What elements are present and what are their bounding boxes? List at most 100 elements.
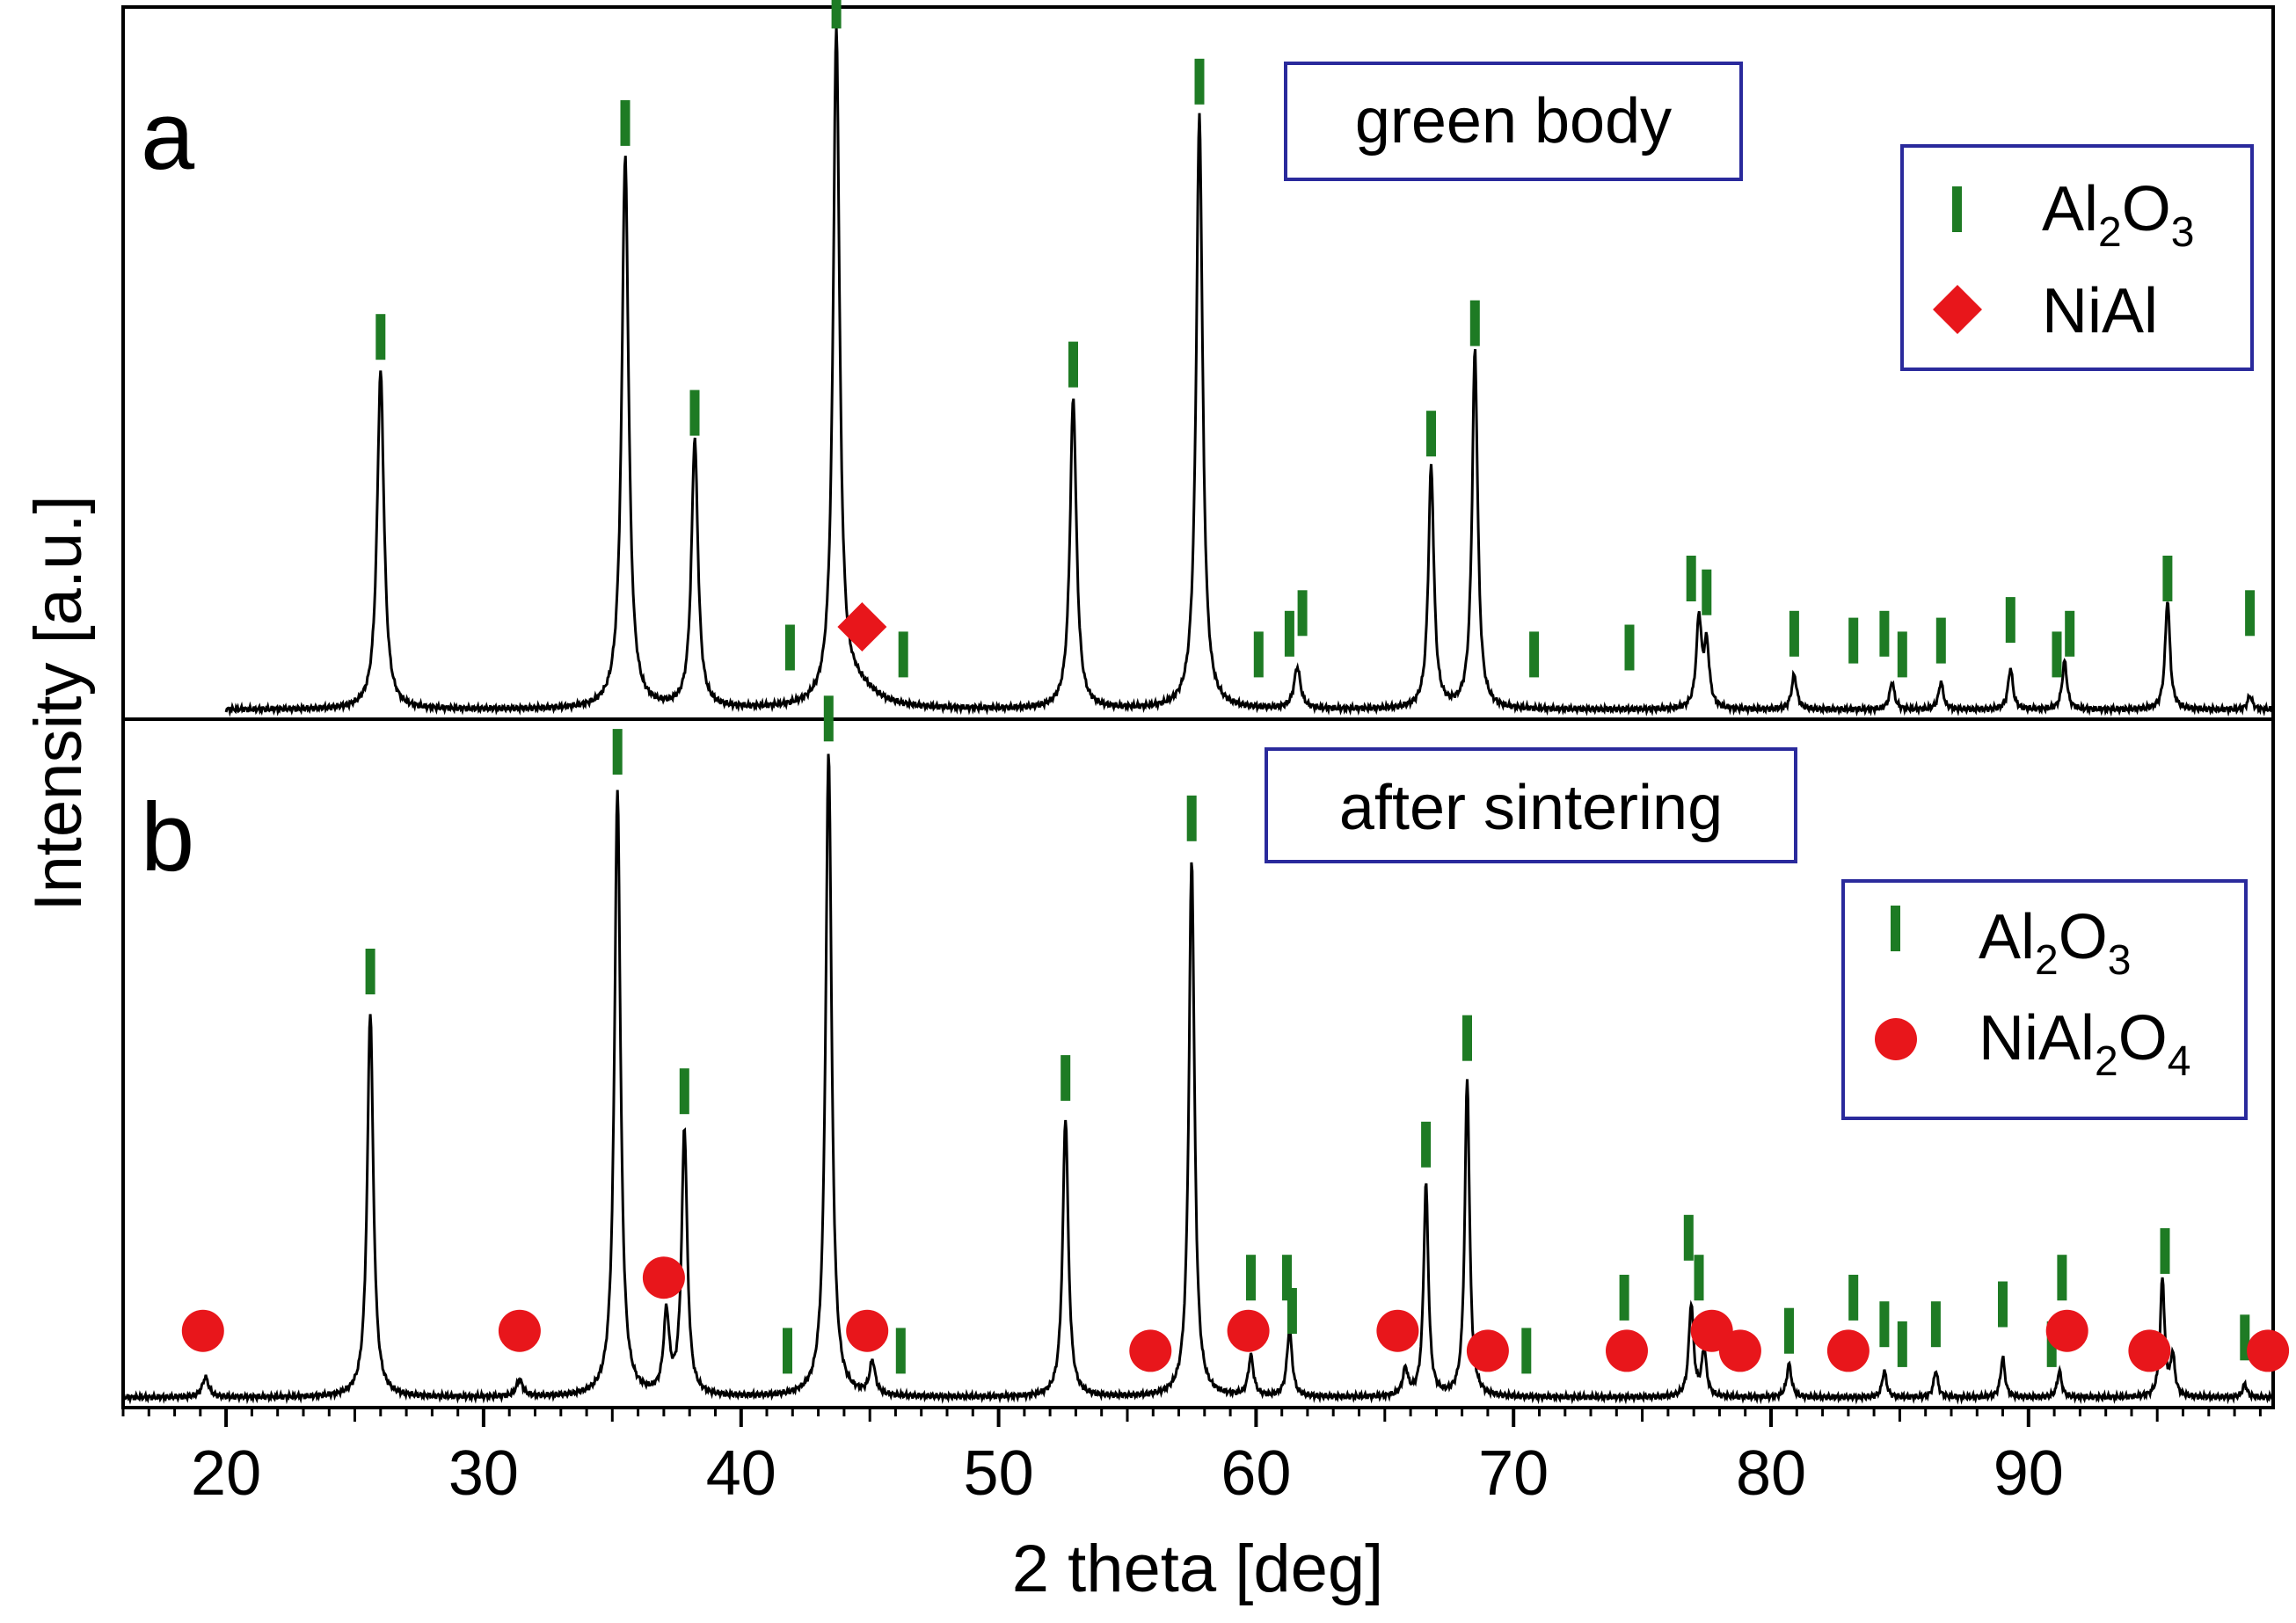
panel-b-al2o3-tick-26 [2240, 1314, 2250, 1361]
panel-a-al2o3-tick-12 [1469, 300, 1480, 346]
x-tick-label-30: 30 [448, 1438, 519, 1509]
x-axis-title: 2 theta [deg] [1012, 1532, 1384, 1606]
panel-b-title: after sintering [1339, 773, 1723, 843]
panel-a-al2o3-tick-14 [1624, 624, 1635, 671]
panel-b-nial2o4-marker-7 [1466, 1329, 1509, 1372]
panel-b-letter: b [141, 783, 194, 892]
panel-a-al2o3-tick-20 [1897, 631, 1907, 678]
panel-b-al2o3-tick-19 [1879, 1301, 1890, 1348]
panel-a-al2o3-tick-4 [831, 0, 842, 29]
x-tick-label-70: 70 [1478, 1438, 1549, 1509]
panel-b-al2o3-tick-15 [1683, 1214, 1694, 1261]
panel-a-al2o3-tick-5 [898, 631, 908, 678]
panel-b-al2o3-tick-25 [2160, 1227, 2170, 1274]
legend-b-al2o3-label: Al2O3 [1979, 902, 2131, 984]
panel-b-nial2o4-marker-12 [2045, 1309, 2088, 1352]
panel-b-nial2o4-marker-0 [181, 1309, 224, 1352]
panel-a-al2o3-tick-2 [689, 389, 700, 436]
panel-a-al2o3-tick-26 [2245, 590, 2256, 637]
legend-b-al2o3-tick [1891, 906, 1900, 951]
panel-b-nial2o4-marker-6 [1376, 1309, 1419, 1352]
panel-a-al2o3-tick-9 [1284, 610, 1294, 657]
panel-b-title-box [1265, 747, 1797, 863]
panel-b-al2o3-tick-9 [1282, 1255, 1292, 1301]
panel-b-nial2o4-marker-13 [2128, 1329, 2171, 1372]
panel-b-al2o3-tick-21 [1930, 1301, 1941, 1348]
panel-a-al2o3-tick-25 [2162, 556, 2173, 601]
panel-a-al2o3-tick-24 [2065, 610, 2075, 657]
panel-b-al2o3-tick-20 [1897, 1321, 1907, 1367]
panel-b-nial2o4-marker-5 [1227, 1309, 1270, 1352]
legend-a-nial-label: NiAl [2042, 276, 2158, 346]
x-tick-label-80: 80 [1736, 1438, 1806, 1509]
x-tick-label-60: 60 [1221, 1438, 1291, 1509]
legend-b-nial2o4-label: NiAl2O4 [1979, 1003, 2190, 1085]
legend-a-nial-diamond [1933, 285, 1982, 334]
panel-a-letter: a [141, 82, 195, 190]
panel-a-al2o3-tick-1 [620, 99, 630, 146]
panel-a-al2o3-tick-3 [784, 624, 795, 671]
panel-a-al2o3-tick-15 [1686, 556, 1696, 601]
panel-b-nial2o4-marker-4 [1129, 1329, 1172, 1372]
panel-b-al2o3-tick-4 [823, 695, 834, 742]
panel-b [121, 695, 2290, 1405]
panel-b-al2o3-tick-10 [1286, 1288, 1297, 1334]
panel-b-al2o3-tick-1 [612, 729, 623, 775]
legend-a-al2o3-tick [1952, 186, 1962, 232]
panel-b-al2o3-tick-14 [1619, 1274, 1629, 1321]
panel-b-al2o3-tick-0 [365, 949, 375, 994]
panel-b-al2o3-tick-12 [1462, 1015, 1472, 1061]
x-tick-label-20: 20 [191, 1438, 261, 1509]
panel-b-al2o3-tick-11 [1421, 1121, 1432, 1168]
panel-a [224, 0, 2274, 717]
panel-a-al2o3-tick-23 [2052, 631, 2062, 678]
panel-a-al2o3-tick-16 [1702, 569, 1712, 615]
legend-b-nial2o4-circle [1875, 1018, 1917, 1060]
panel-b-al2o3-tick-3 [783, 1328, 792, 1374]
legend-b-box [1841, 879, 2248, 1120]
panel-a-al2o3-tick-6 [1068, 341, 1078, 388]
panel-a-al2o3-tick-18 [1848, 617, 1859, 664]
panel-b-al2o3-tick-13 [1521, 1328, 1532, 1374]
legend-a-al2o3-label: Al2O3 [2042, 174, 2194, 256]
panel-b-al2o3-tick-5 [895, 1328, 906, 1374]
legend-a-box [1900, 144, 2254, 371]
panel-b-nial2o4-marker-2 [642, 1256, 685, 1299]
panel-b-al2o3-tick-18 [1848, 1274, 1859, 1321]
panel-b-nial2o4-marker-3 [846, 1309, 889, 1352]
panel-a-al2o3-tick-10 [1297, 590, 1308, 637]
panel-a-nial-marker-0 [837, 601, 887, 651]
panel-b-al2o3-tick-24 [2057, 1255, 2067, 1301]
panel-b-al2o3-tick-17 [1784, 1307, 1794, 1354]
panel-a-title-box [1284, 62, 1743, 181]
panel-a-title: green body [1355, 86, 1672, 156]
panel-a-al2o3-tick-0 [375, 314, 386, 360]
panel-a-al2o3-tick-22 [2005, 597, 2015, 644]
x-tick-label-40: 40 [706, 1438, 776, 1509]
panel-b-al2o3-tick-16 [1694, 1255, 1704, 1301]
x-tick-label-90: 90 [1994, 1438, 2064, 1509]
panel-b-nial2o4-marker-1 [498, 1309, 541, 1352]
panel-b-nial2o4-marker-10 [1718, 1329, 1761, 1372]
panel-b-al2o3-tick-22 [1998, 1281, 2008, 1328]
panel-b-spectrum-line [121, 753, 2274, 1405]
panel-a-al2o3-tick-11 [1426, 411, 1436, 457]
panel-b-nial2o4-marker-8 [1606, 1329, 1648, 1372]
panel-b-al2o3-tick-6 [1061, 1055, 1071, 1102]
panel-b-nial2o4-marker-14 [2247, 1329, 2290, 1372]
panel-a-al2o3-tick-8 [1253, 631, 1264, 678]
panel-a-al2o3-tick-21 [1935, 617, 1946, 664]
y-axis-title: Intensity [a.u.] [21, 495, 96, 911]
legend-a: Al2O3 NiAl [1900, 144, 2254, 371]
x-tick-label-50: 50 [964, 1438, 1034, 1509]
panel-a-al2o3-tick-17 [1789, 610, 1799, 657]
panel-b-al2o3-tick-8 [1246, 1255, 1256, 1301]
x-axis: 20 30 40 50 60 70 80 90 [121, 1408, 2262, 1509]
plot-frame [121, 5, 2275, 1409]
legend-b: Al2O3 NiAl2O4 [1841, 879, 2248, 1120]
panel-b-al2o3-tick-7 [1186, 795, 1197, 841]
panel-a-al2o3-tick-19 [1879, 610, 1890, 657]
panel-a-spectrum-line [224, 26, 2274, 717]
panel-a-al2o3-tick-13 [1529, 631, 1540, 678]
